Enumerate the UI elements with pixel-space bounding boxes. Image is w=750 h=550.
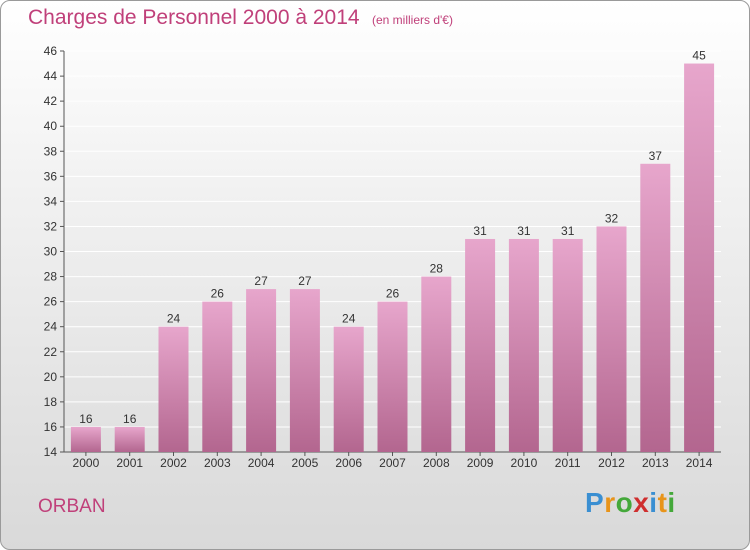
x-tick-label: 2000	[73, 456, 100, 470]
town-name: ORBAN	[38, 496, 106, 517]
data-label: 27	[254, 274, 268, 288]
bar	[508, 238, 539, 452]
logo-letter: o	[615, 487, 634, 518]
data-label: 31	[473, 224, 487, 238]
y-tick-label: 30	[44, 245, 58, 259]
data-label: 28	[430, 262, 444, 276]
data-label: 37	[649, 149, 663, 163]
bar	[684, 63, 715, 452]
bar	[246, 289, 277, 452]
logo-letter: P	[585, 487, 605, 518]
y-tick-label: 46	[44, 44, 58, 58]
bar	[596, 226, 627, 452]
y-tick-label: 16	[44, 420, 58, 434]
bar	[289, 289, 320, 452]
x-tick-label: 2011	[555, 456, 581, 470]
y-tick-label: 44	[44, 69, 58, 83]
chart-subtitle: (en milliers d'€)	[372, 13, 453, 27]
bar	[465, 238, 496, 452]
y-tick-label: 34	[44, 194, 58, 208]
logo-letter: x	[633, 487, 650, 518]
data-label: 24	[342, 312, 356, 326]
y-tick-label: 26	[44, 295, 58, 309]
data-label: 31	[561, 224, 575, 238]
y-tick-label: 38	[44, 144, 58, 158]
x-tick-label: 2001	[116, 456, 143, 470]
x-tick-label: 2010	[511, 456, 538, 470]
data-label: 16	[79, 412, 93, 426]
y-tick-label: 24	[44, 320, 58, 334]
y-tick-label: 22	[44, 345, 58, 359]
bar	[158, 326, 189, 452]
x-tick-label: 2012	[598, 456, 625, 470]
logo-letter: r	[604, 487, 616, 518]
data-label: 26	[386, 287, 400, 301]
y-tick-label: 40	[44, 119, 58, 133]
data-label: 45	[692, 49, 706, 63]
y-tick-label: 14	[44, 445, 58, 459]
bar	[114, 426, 145, 452]
data-label: 27	[298, 274, 312, 288]
y-tick-label: 28	[44, 270, 58, 284]
bar	[377, 301, 408, 452]
data-label: 16	[123, 412, 137, 426]
x-tick-label: 2009	[467, 456, 494, 470]
bar	[552, 238, 583, 452]
x-tick-label: 2013	[642, 456, 669, 470]
bar	[421, 276, 452, 452]
chart-title: Charges de Personnel 2000 à 2014	[28, 6, 360, 29]
x-tick-label: 2008	[423, 456, 450, 470]
x-tick-label: 2007	[379, 456, 406, 470]
y-tick-label: 18	[44, 395, 58, 409]
logo-letter: t	[657, 487, 668, 518]
x-tick-label: 2003	[204, 456, 231, 470]
y-tick-label: 36	[44, 169, 58, 183]
bar	[333, 326, 364, 452]
data-label: 24	[167, 312, 181, 326]
y-tick-label: 20	[44, 370, 58, 384]
bar	[202, 301, 233, 452]
bar	[70, 426, 101, 452]
x-tick-label: 2014	[686, 456, 713, 470]
logo-letter: i	[649, 487, 658, 518]
x-tick-label: 2004	[248, 456, 275, 470]
y-tick-label: 42	[44, 94, 58, 108]
x-tick-label: 2005	[292, 456, 319, 470]
data-label: 31	[517, 224, 531, 238]
proxiti-logo: Proxiti	[585, 487, 676, 519]
data-label: 26	[211, 287, 225, 301]
y-tick-label: 32	[44, 219, 58, 233]
bar	[640, 163, 671, 452]
x-tick-label: 2002	[160, 456, 187, 470]
logo-letter: i	[667, 487, 676, 518]
x-tick-label: 2006	[335, 456, 362, 470]
data-label: 32	[605, 211, 619, 225]
